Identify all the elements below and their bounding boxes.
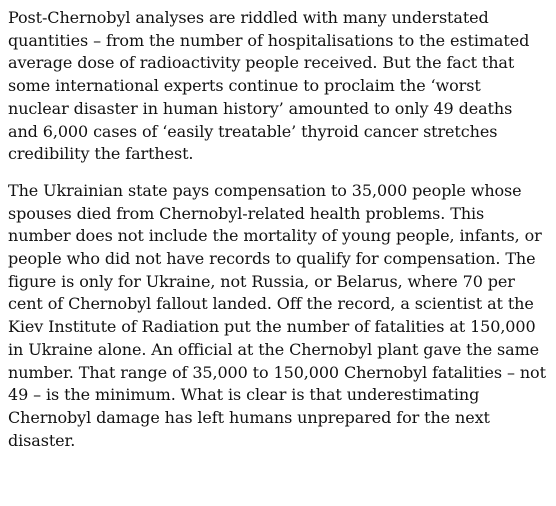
article-body: Post-Chernobyl analyses are riddled with… [8, 8, 546, 450]
article-paragraph: The Ukrainian state pays compensation to… [8, 180, 546, 450]
article-paragraph: Post-Chernobyl analyses are riddled with… [8, 8, 530, 164]
